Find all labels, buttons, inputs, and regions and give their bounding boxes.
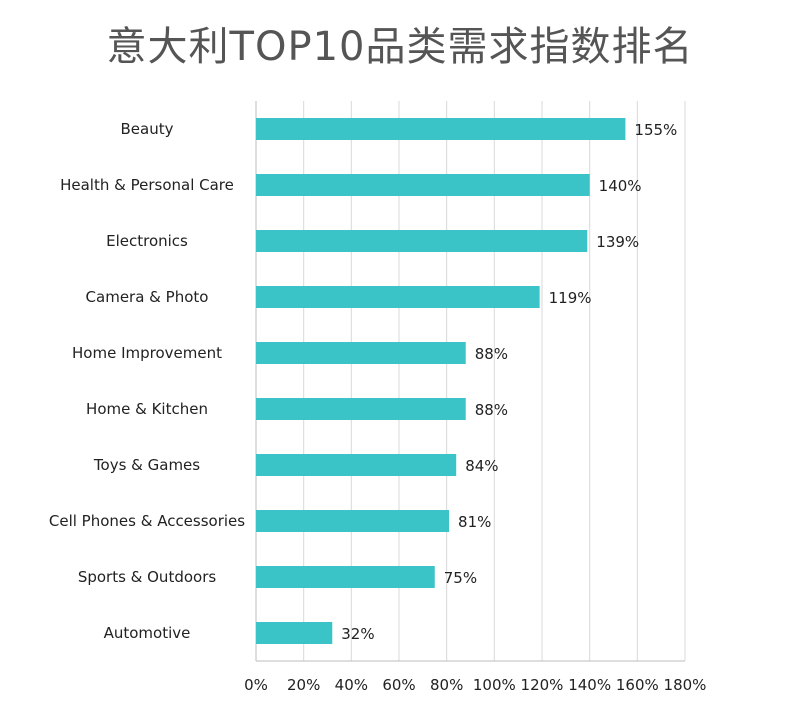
- bar: [256, 566, 435, 588]
- x-tick-label: 160%: [616, 676, 659, 694]
- x-tick-label: 60%: [382, 676, 415, 694]
- category-label: Sports & Outdoors: [78, 568, 217, 586]
- label-layer: 0% 20% 40% 60% 80% 100% 120% 140% 160% 180%Beauty…: [49, 120, 707, 694]
- bar: [256, 286, 540, 308]
- bar: [256, 398, 466, 420]
- value-label: 139%: [596, 233, 639, 251]
- category-label: Electronics: [106, 232, 188, 250]
- category-label: Camera & Photo: [86, 288, 209, 306]
- value-label: 155%: [634, 121, 677, 139]
- bar: [256, 174, 590, 196]
- x-tick-label: 80%: [430, 676, 463, 694]
- value-label: 84%: [465, 457, 498, 475]
- value-label: 32%: [341, 625, 374, 643]
- category-label: Automotive: [104, 624, 191, 642]
- value-label: 140%: [599, 177, 642, 195]
- category-label: Toys & Games: [93, 456, 200, 474]
- bar: [256, 622, 333, 644]
- value-label: 81%: [458, 513, 491, 531]
- value-label: 75%: [444, 569, 477, 587]
- bar: [256, 454, 457, 476]
- category-label: Home Improvement: [72, 344, 222, 362]
- x-tick-label: 0%: [244, 676, 268, 694]
- value-label: 88%: [475, 345, 508, 363]
- x-tick-label: 100%: [473, 676, 516, 694]
- chart-title: 意大利TOP10品类需求指数排名: [106, 24, 694, 70]
- bar: [256, 118, 626, 140]
- bar-layer: [256, 118, 626, 644]
- category-label: Health & Personal Care: [60, 176, 234, 194]
- x-tick-label: 140%: [568, 676, 611, 694]
- x-tick-label: 120%: [521, 676, 564, 694]
- value-label: 88%: [475, 401, 508, 419]
- category-label: Cell Phones & Accessories: [49, 512, 245, 530]
- category-label: Beauty: [121, 120, 174, 138]
- x-tick-label: 40%: [335, 676, 368, 694]
- bar: [256, 230, 588, 252]
- x-tick-label: 180%: [664, 676, 707, 694]
- bar: [256, 510, 450, 532]
- bar: [256, 342, 466, 364]
- x-tick-label: 20%: [287, 676, 320, 694]
- category-label: Home & Kitchen: [86, 400, 208, 418]
- value-label: 119%: [549, 289, 592, 307]
